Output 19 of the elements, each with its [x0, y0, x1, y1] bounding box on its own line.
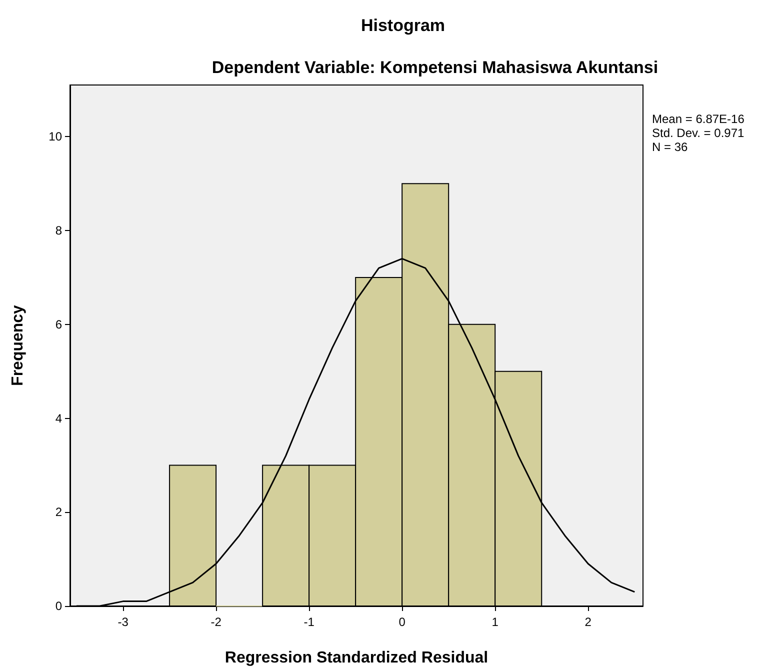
y-tick-label: 8: [55, 224, 62, 238]
x-tick-label: 1: [492, 615, 499, 629]
text: Std. Dev. = 0.971: [652, 126, 744, 140]
y-tick-label: 0: [55, 599, 62, 613]
x-tick-label: 2: [584, 615, 592, 629]
chart-title: Histogram: [360, 16, 446, 35]
x-tick-label: -2: [210, 615, 222, 629]
x-axis-title: Regression Standardized Residual: [224, 650, 488, 666]
x-tick-label: 0: [398, 615, 406, 629]
y-tick-label: 2: [55, 505, 62, 520]
text: Mean = 6.87E-16: [652, 112, 745, 126]
text: N = 36: [652, 140, 688, 154]
y-tick-label: 4: [55, 411, 62, 426]
x-tick-label: -3: [118, 615, 129, 629]
y-axis-title: Frequency: [10, 304, 26, 386]
y-tick-label: 10: [48, 130, 62, 144]
y-tick-label: 6: [55, 317, 62, 332]
chart-subtitle: Dependent Variable: Kompetensi Mahasiswa Akuntansi: [212, 58, 658, 77]
x-tick-label: -1: [304, 615, 315, 629]
